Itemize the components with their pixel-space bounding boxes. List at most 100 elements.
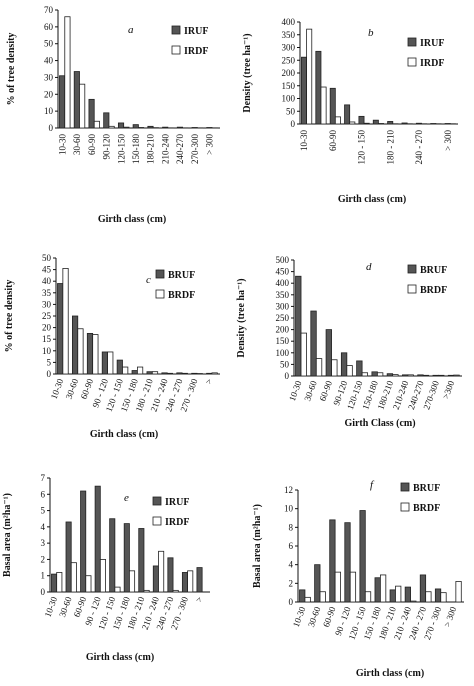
legend-swatch-bruf (155, 269, 165, 279)
y-axis-title: Density (tree ha⁻¹) (236, 278, 247, 357)
bar-bruf-240-270 (176, 372, 183, 375)
y-tick-label: 250 (276, 313, 290, 323)
y-tick-label: 45 (42, 265, 52, 275)
x-tick-label: 210-240 (160, 134, 170, 164)
legend-swatch-irdf (171, 45, 181, 55)
y-tick-label: 450 (276, 267, 290, 277)
y-tick-label: 400 (276, 278, 290, 288)
x-axis-title: Girth class (cm) (90, 429, 158, 440)
y-tick-label: 20 (44, 89, 54, 99)
bar-iruf--300 (206, 127, 213, 129)
legend-swatch-brdf (155, 289, 165, 299)
bar-irdf-60-90 (93, 120, 100, 129)
legend-label-irdf: IRDF (420, 58, 444, 69)
x-axis-title: Girth Class (cm) (344, 418, 415, 429)
bar-brdf-30-60 (77, 328, 84, 375)
bar-brdf-10-30 (304, 596, 311, 603)
bar-brdf-270-300 (438, 374, 445, 377)
x-tick-label: > (203, 377, 214, 385)
bar-iruf-10-30 (301, 56, 308, 125)
bar-brdf-240-270 (425, 591, 432, 603)
bar-iruf-210-240 (152, 565, 159, 593)
y-tick-label: 400 (282, 17, 296, 27)
x-tick-label: 90-120 (102, 134, 112, 160)
bar-iruf-150-180 (123, 523, 130, 593)
bar-irdf-150-180 (378, 123, 384, 125)
bar-bruf-210-240 (402, 374, 409, 377)
bar-brdf-90-120 (107, 351, 114, 375)
y-tick-label: 8 (289, 522, 294, 532)
y-tick-label: 50 (286, 106, 296, 116)
bar-iruf-60-90 (88, 98, 95, 129)
x-tick-label: 180 - 210 (385, 130, 395, 165)
y-tick-label: 350 (282, 30, 296, 40)
bar-iruf-10-30 (51, 573, 58, 593)
legend-swatch-iruf (171, 25, 181, 35)
bar-iruf-180-210 (147, 125, 154, 129)
bar-iruf-90-120 (344, 104, 351, 125)
y-axis-title: % of tree density (6, 33, 17, 106)
legend-label-iruf: IRUF (184, 26, 208, 37)
bar-bruf-90-120 (101, 351, 108, 375)
y-tick-label: 0 (285, 371, 290, 381)
x-tick-label: 270-300 (190, 134, 200, 164)
bar-iruf-120-150 (117, 122, 125, 129)
bar-iruf--300 (196, 567, 203, 593)
legend-label-brdf: BRDF (413, 503, 440, 514)
y-tick-label: 250 (282, 55, 296, 65)
bar-bruf-270-300 (434, 588, 442, 603)
bar-bruf--300 (447, 374, 455, 377)
bar-irdf-210-240 (158, 550, 165, 593)
bar-iruf-90-120 (94, 485, 101, 593)
y-tick-label: 0 (47, 369, 52, 379)
x-tick-label: 30-60 (72, 134, 82, 155)
bar-bruf-10-30 (299, 589, 306, 603)
bar-iruf--300 (444, 123, 451, 125)
bar-iruf-180-210 (138, 528, 145, 593)
bar-brdf-180-210 (395, 585, 402, 603)
y-axis-title: Density (tree ha⁻¹) (242, 33, 253, 112)
bar-irdf-10-30 (306, 28, 313, 125)
bar-iruf-30-60 (315, 50, 322, 125)
bar-irdf-10-30 (64, 16, 71, 129)
bar-bruf-150-180 (131, 370, 138, 375)
panel-letter: e (124, 492, 129, 504)
x-tick-label: 120 - 150 (357, 130, 367, 165)
bar-bruf-60-90 (86, 332, 94, 375)
bar-iruf-150-180 (372, 119, 379, 125)
x-tick-label: 240 - 270 (414, 130, 424, 165)
y-tick-label: 100 (282, 94, 296, 104)
chart-panel-a: 0 10 20 30 40 50 60 70 10-30 30-60 60-90 90-120 120-… (6, 5, 220, 225)
bar-bruf-150-180 (371, 371, 378, 377)
legend-swatch-irdf (407, 57, 417, 67)
y-tick-label: 25 (42, 311, 52, 321)
bar-brdf-120-150 (361, 372, 369, 377)
bar-iruf-210-240 (401, 122, 408, 125)
x-tick-label: 150-180 (131, 134, 141, 164)
bar-irdf-150-180 (138, 127, 145, 129)
bar-brdf-10-30 (62, 268, 69, 375)
bar-irdf-120-150 (363, 122, 370, 125)
bar-bruf-30-60 (314, 564, 321, 603)
bar-irdf-90-120 (349, 121, 356, 125)
bar-irdf-120-150 (114, 586, 121, 593)
legend-swatch-iruf (152, 496, 162, 506)
x-axis-title: Girth class (cm) (98, 214, 166, 225)
bar-irdf-60-90 (85, 575, 92, 593)
bar-iruf-60-90 (80, 490, 87, 593)
bar-bruf-240-270 (417, 374, 424, 377)
panel-letter: a (128, 24, 134, 36)
y-axis-title: Basal area (m²ha⁻¹) (2, 493, 13, 577)
y-tick-label: 150 (276, 336, 290, 346)
bar-brdf-60-90 (334, 571, 341, 603)
bar-brdf-150-180 (376, 372, 384, 377)
bar-brdf-210-240 (166, 372, 173, 375)
bar-bruf-30-60 (72, 315, 79, 375)
bar-iruf-10-30 (59, 75, 66, 129)
bar-bruf-270-300 (191, 372, 198, 375)
legend-swatch-irdf (152, 516, 162, 526)
y-tick-label: 50 (44, 39, 54, 49)
